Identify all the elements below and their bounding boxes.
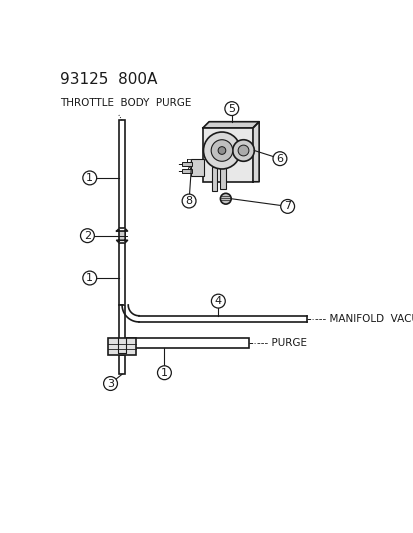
- Text: --- MANIFOLD  VACUUM: --- MANIFOLD VACUUM: [314, 314, 413, 324]
- Bar: [220, 167, 225, 189]
- Polygon shape: [202, 122, 259, 128]
- Text: 93125  800A: 93125 800A: [60, 71, 157, 87]
- Circle shape: [203, 132, 240, 169]
- Bar: [182, 168, 192, 173]
- Circle shape: [182, 194, 195, 208]
- Circle shape: [280, 199, 294, 213]
- Text: 8: 8: [185, 196, 192, 206]
- Text: 6: 6: [276, 154, 283, 164]
- Polygon shape: [252, 122, 259, 182]
- Circle shape: [83, 271, 97, 285]
- Circle shape: [224, 102, 238, 116]
- Bar: [211, 167, 216, 191]
- Circle shape: [211, 140, 232, 161]
- Text: --- PURGE: --- PURGE: [256, 338, 306, 348]
- Text: 3: 3: [107, 378, 114, 389]
- Bar: [119, 355, 125, 374]
- Bar: [119, 305, 125, 340]
- Bar: [119, 244, 125, 305]
- Circle shape: [237, 145, 248, 156]
- Circle shape: [220, 193, 230, 204]
- Polygon shape: [122, 305, 139, 322]
- Text: 1: 1: [161, 368, 168, 378]
- Polygon shape: [116, 229, 127, 243]
- Text: - B: - B: [179, 159, 193, 168]
- Bar: [191, 159, 204, 175]
- Text: 2: 2: [84, 231, 91, 241]
- Circle shape: [272, 152, 286, 166]
- Text: 1: 1: [86, 173, 93, 183]
- Circle shape: [157, 366, 171, 379]
- Circle shape: [80, 229, 94, 243]
- Text: - A: - A: [179, 166, 193, 175]
- Bar: [119, 120, 125, 228]
- Text: 7: 7: [283, 201, 290, 212]
- Circle shape: [218, 147, 225, 155]
- Circle shape: [103, 377, 117, 391]
- Bar: [126, 338, 249, 348]
- Text: 5: 5: [228, 103, 235, 114]
- Bar: [202, 128, 252, 182]
- Text: THROTTLE  BODY  PURGE: THROTTLE BODY PURGE: [60, 98, 191, 108]
- Text: 1: 1: [86, 273, 93, 283]
- Bar: [182, 161, 192, 166]
- Circle shape: [232, 140, 254, 161]
- Circle shape: [211, 294, 225, 308]
- Circle shape: [83, 171, 97, 185]
- Bar: [108, 338, 135, 355]
- Text: 4: 4: [214, 296, 221, 306]
